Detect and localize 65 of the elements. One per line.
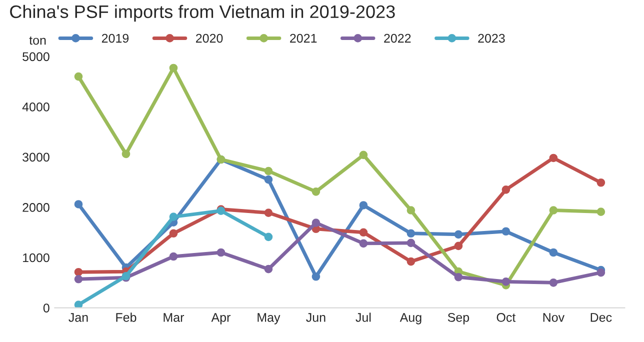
- point: [596, 268, 606, 277]
- point: [454, 230, 463, 239]
- point: [502, 277, 510, 286]
- y-tick-label: 0: [43, 304, 50, 312]
- legend-label: 2022: [384, 34, 411, 43]
- point: [74, 72, 83, 81]
- x-tick-label: May: [258, 313, 280, 324]
- x-tick-label: Dec: [590, 313, 612, 322]
- point: [359, 239, 368, 248]
- point: [406, 257, 416, 266]
- point: [454, 272, 463, 282]
- x-tick-label: Nov: [543, 313, 565, 322]
- legend-label: 2019: [102, 34, 129, 43]
- x-tick-label: Oct: [496, 312, 516, 322]
- x-tick-label: Aug: [400, 313, 422, 324]
- y-tick-label: 2000: [22, 203, 50, 212]
- point: [312, 188, 320, 196]
- point: [406, 229, 416, 238]
- point: [549, 206, 558, 214]
- point: [264, 208, 273, 217]
- legend-label: 2023: [478, 34, 505, 43]
- point: [596, 208, 606, 216]
- point: [312, 218, 320, 228]
- point: [169, 212, 178, 221]
- legend-label: 2021: [290, 34, 317, 43]
- point: [359, 228, 368, 237]
- x-tick-label: Jul: [356, 312, 371, 322]
- point: [264, 264, 273, 274]
- x-tick-label: Apr: [211, 313, 230, 324]
- point: [216, 248, 226, 257]
- point: [502, 227, 510, 236]
- point: [264, 166, 273, 176]
- point: [169, 229, 178, 238]
- point: [169, 64, 178, 72]
- legend-label: 2020: [196, 34, 223, 43]
- y-tick-label: 1000: [23, 253, 50, 262]
- x-tick-label: Jun: [306, 313, 326, 322]
- x-tick-label: Feb: [116, 312, 136, 322]
- point: [549, 278, 558, 287]
- point: [74, 274, 83, 284]
- point: [549, 154, 558, 162]
- point: [169, 252, 178, 261]
- point: [502, 185, 510, 194]
- point: [359, 201, 368, 210]
- y-axis-title: ton: [29, 36, 46, 45]
- point: [74, 300, 83, 308]
- point: [406, 238, 416, 248]
- point: [406, 206, 416, 214]
- y-tick-label: 3000: [22, 152, 50, 162]
- point: [122, 150, 130, 158]
- y-tick-label: 4000: [22, 102, 50, 112]
- point: [454, 242, 463, 250]
- point: [549, 248, 558, 257]
- point: [312, 272, 320, 281]
- chart-title: China's PSF imports from Vietnam in 2019-2023: [10, 4, 395, 22]
- point: [264, 175, 273, 184]
- point: [264, 232, 273, 242]
- x-tick-label: Sep: [448, 312, 470, 324]
- point: [596, 178, 606, 187]
- y-tick-label: 5000: [22, 52, 50, 62]
- point: [74, 200, 83, 208]
- x-tick-label: Mar: [164, 313, 184, 322]
- point: [359, 150, 368, 160]
- point: [74, 268, 83, 276]
- x-tick-label: Jan: [68, 313, 88, 322]
